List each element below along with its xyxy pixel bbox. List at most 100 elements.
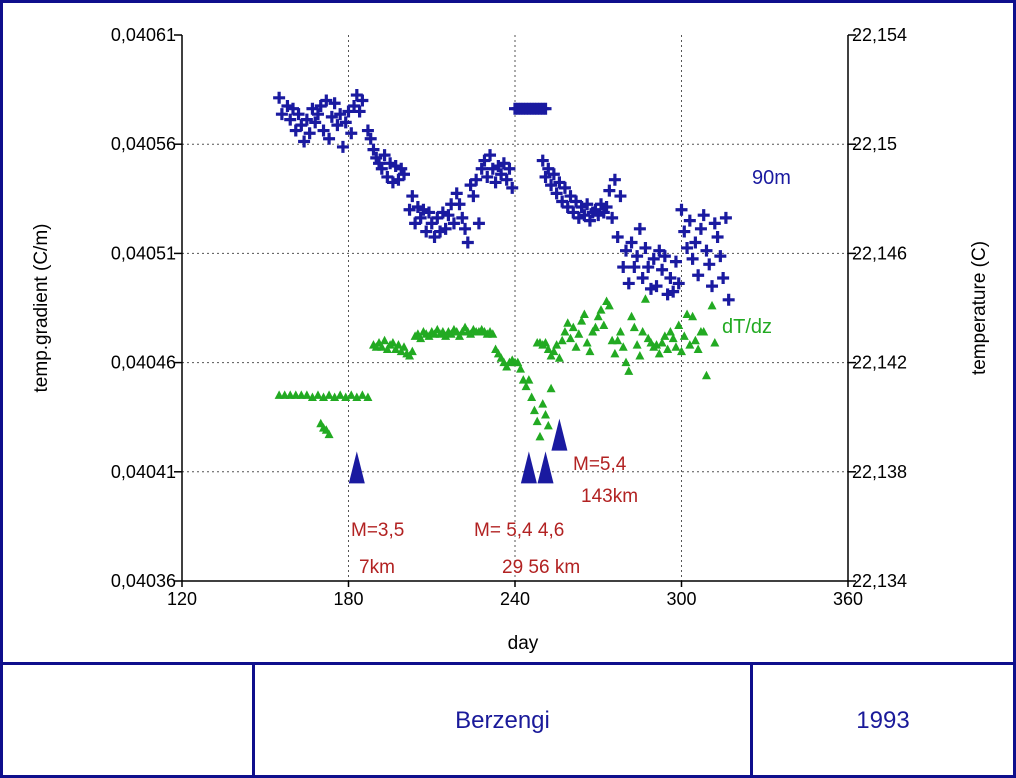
data-point-dtdz [593, 311, 603, 321]
data-point-dtdz [577, 316, 587, 325]
data-point-dtdz [330, 392, 340, 402]
y-right-tick-label: 22,15 [852, 134, 897, 154]
earthquake-magnitude-label: M=5,4 [573, 454, 627, 475]
data-point-90m [669, 255, 682, 268]
data-point-90m [656, 263, 669, 276]
y-left-tick-label: 0,04046 [111, 353, 176, 373]
data-point-90m [714, 250, 727, 263]
data-point-dtdz [513, 357, 523, 367]
data-point-90m [467, 190, 480, 203]
data-point-dtdz [585, 346, 595, 356]
data-point-90m [658, 250, 671, 263]
data-point-90m [489, 176, 502, 189]
data-point-90m [583, 214, 596, 227]
data-point-90m [273, 91, 286, 104]
data-point-90m [328, 97, 341, 110]
data-point-dtdz [615, 327, 625, 336]
data-point-dtdz [579, 309, 589, 319]
data-point-dtdz [621, 357, 631, 367]
data-point-dtdz [382, 344, 392, 353]
data-point-dtdz [596, 305, 606, 314]
x-tick-label: 120 [167, 589, 197, 609]
data-point-90m [422, 206, 435, 219]
footer-divider [0, 662, 1016, 665]
x-axis-label: day [508, 633, 539, 654]
data-point-90m [683, 214, 696, 227]
data-point-90m [667, 285, 680, 298]
data-point-90m [547, 168, 560, 181]
data-point-90m [439, 222, 452, 235]
data-point-dtdz [604, 300, 614, 310]
data-point-dtdz [535, 431, 545, 441]
y-right-tick-label: 22,142 [852, 353, 907, 373]
data-point-dtdz [549, 346, 559, 356]
data-point-90m [689, 236, 702, 249]
data-point-dtdz [546, 351, 556, 360]
data-point-dtdz [302, 390, 312, 399]
y-right-axis-label: temperature (C) [969, 241, 990, 375]
data-point-90m [475, 162, 488, 175]
data-point-dtdz [543, 420, 553, 430]
data-point-90m [403, 203, 416, 216]
data-point-dtdz [324, 429, 334, 439]
data-point-dtdz [690, 335, 700, 345]
data-point-90m [711, 231, 724, 244]
data-point-90m [620, 244, 632, 257]
data-point-90m [442, 209, 455, 222]
data-point-dtdz [521, 381, 531, 391]
series-label-dtdz: dT/dz [722, 316, 772, 338]
data-point-dtdz [685, 340, 695, 349]
tick-labels: 0,04036 0,04041 0,04046 0,04051 0,04056 0,040… [111, 25, 907, 609]
data-point-dtdz [665, 327, 675, 336]
data-point-dtdz [710, 337, 720, 347]
data-point-90m [461, 236, 474, 249]
data-point-90m [639, 241, 652, 254]
data-point-dtdz [682, 309, 692, 319]
data-point-90m [453, 198, 466, 211]
data-point-90m [331, 119, 344, 132]
data-point-90m [608, 173, 621, 186]
earthquake-magnitude-label: M= 5,4 4,6 [474, 520, 564, 541]
data-point-90m [606, 211, 619, 224]
data-point-90m [700, 244, 713, 257]
data-point-90m [686, 252, 699, 265]
x-tick-label: 240 [500, 589, 530, 609]
data-point-dtdz [613, 335, 623, 345]
data-point-dtdz [319, 392, 329, 402]
data-point-dtdz [699, 327, 709, 336]
data-point-90m [298, 135, 311, 148]
data-point-dtdz [610, 348, 620, 358]
data-point-dtdz [707, 300, 717, 310]
y-left-tick-label: 0,04036 [111, 571, 176, 591]
data-point-90m [678, 225, 691, 238]
data-point-dtdz [388, 337, 398, 347]
earthquake-distance-label: 143km [581, 486, 638, 507]
data-point-90m [356, 94, 369, 107]
data-point-dtdz [663, 344, 673, 353]
data-point-dtdz [502, 361, 512, 371]
data-point-dtdz [377, 342, 387, 351]
data-point-dtdz [391, 344, 401, 353]
data-point-90m [292, 108, 305, 121]
data-point-dtdz [324, 390, 334, 399]
data-point-dtdz [455, 331, 464, 340]
data-point-dtdz [668, 333, 678, 343]
data-point-90m [484, 149, 497, 162]
data-point-90m [600, 200, 613, 213]
data-point-dtdz [441, 331, 451, 340]
data-point-dtdz [657, 337, 667, 347]
data-point-dtdz [574, 329, 584, 338]
data-point-90m [636, 271, 649, 284]
data-point-90m [378, 149, 391, 162]
data-point-dtdz [335, 390, 345, 399]
data-point-dtdz [660, 331, 670, 340]
chart: 0,04036 0,04041 0,04046 0,04051 0,04056 0,040… [31, 25, 990, 654]
data-point-dtdz [671, 342, 681, 351]
data-point-90m [339, 116, 352, 129]
data-point-dtdz [679, 331, 689, 340]
data-point-90m [459, 222, 472, 235]
data-point-90m [675, 203, 688, 216]
data-point-90m [472, 217, 485, 230]
data-point-90m [323, 132, 336, 145]
data-point-dtdz [538, 399, 548, 408]
